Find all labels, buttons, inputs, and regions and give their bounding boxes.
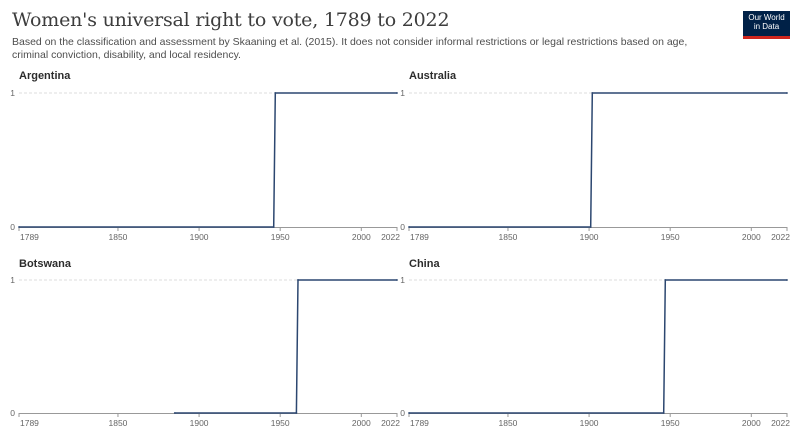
data-point xyxy=(786,92,788,94)
data-point xyxy=(18,226,20,228)
y-tick-label: 0 xyxy=(400,408,405,418)
y-tick-label: 0 xyxy=(400,222,405,232)
chart-title: Women's universal right to vote, 1789 to… xyxy=(12,9,450,31)
x-tick-label: 1950 xyxy=(271,418,290,428)
x-tick-label: 2022 xyxy=(771,418,790,428)
data-point xyxy=(591,92,594,94)
x-tick-label: 1950 xyxy=(661,418,680,428)
x-tick-label: 1900 xyxy=(580,232,599,242)
data-point xyxy=(272,226,275,228)
x-tick-label: 1850 xyxy=(109,418,128,428)
data-point xyxy=(297,279,299,281)
data-point xyxy=(662,412,665,414)
series-line-botswana xyxy=(174,279,397,414)
x-tick-label: 1950 xyxy=(271,232,290,242)
y-tick-label: 0 xyxy=(10,408,15,418)
x-tick-label: 1950 xyxy=(661,232,680,242)
panel-title-botswana: Botswana xyxy=(19,258,72,270)
x-tick-label: 2000 xyxy=(742,418,761,428)
x-tick-label: 2000 xyxy=(352,418,371,428)
logo-line-2: in Data xyxy=(753,21,780,31)
panel-argentina: Argentina 0 1 1789 1850 1900 1950 2000 2022 xyxy=(10,70,400,242)
data-point xyxy=(274,92,277,94)
x-tick-label: 1789 xyxy=(410,232,429,242)
x-tick-label: 1850 xyxy=(499,232,518,242)
x-tick-label: 2000 xyxy=(742,232,761,242)
y-tick-label: 1 xyxy=(10,88,15,98)
series-line-australia xyxy=(409,92,787,228)
series-line-argentina xyxy=(19,92,397,228)
x-tick-label: 1789 xyxy=(20,418,39,428)
panel-china: China 0 1 1789 1850 1900 1950 2000 2022 xyxy=(400,258,790,428)
data-point xyxy=(173,412,176,414)
x-tick-label: 1850 xyxy=(109,232,128,242)
data-point xyxy=(396,279,398,281)
y-tick-label: 1 xyxy=(400,88,405,98)
x-tick-label: 2022 xyxy=(771,232,790,242)
y-tick-label: 0 xyxy=(10,222,15,232)
logo-line-1: Our World xyxy=(748,13,785,22)
data-point xyxy=(589,226,592,228)
x-tick-label: 1789 xyxy=(410,418,429,428)
data-point xyxy=(396,92,398,94)
data-point xyxy=(408,226,410,228)
panel-australia: Australia 0 1 1789 1850 1900 1950 2000 2022 xyxy=(400,70,790,242)
data-point xyxy=(786,279,788,281)
chart-subtitle: Based on the classification and assessme… xyxy=(12,36,688,61)
owid-logo[interactable]: Our World in Data xyxy=(743,11,790,39)
y-tick-label: 1 xyxy=(400,275,405,285)
data-point xyxy=(408,412,410,414)
x-tick-label: 1900 xyxy=(580,418,599,428)
x-tick-label: 1900 xyxy=(190,418,209,428)
panel-botswana: Botswana 0 1 1789 1850 1900 1950 2000 2022 xyxy=(10,258,400,428)
data-point xyxy=(295,412,298,414)
panel-title-australia: Australia xyxy=(409,70,457,82)
x-tick-label: 1789 xyxy=(20,232,39,242)
x-tick-label: 2000 xyxy=(352,232,371,242)
panel-title-china: China xyxy=(409,258,440,270)
x-tick-label: 2022 xyxy=(381,418,400,428)
data-point xyxy=(664,279,667,281)
series-line-china xyxy=(409,279,787,414)
panel-title-argentina: Argentina xyxy=(19,70,71,82)
x-tick-label: 1850 xyxy=(499,418,518,428)
x-tick-label: 2022 xyxy=(381,232,400,242)
x-tick-label: 1900 xyxy=(190,232,209,242)
y-tick-label: 1 xyxy=(10,275,15,285)
